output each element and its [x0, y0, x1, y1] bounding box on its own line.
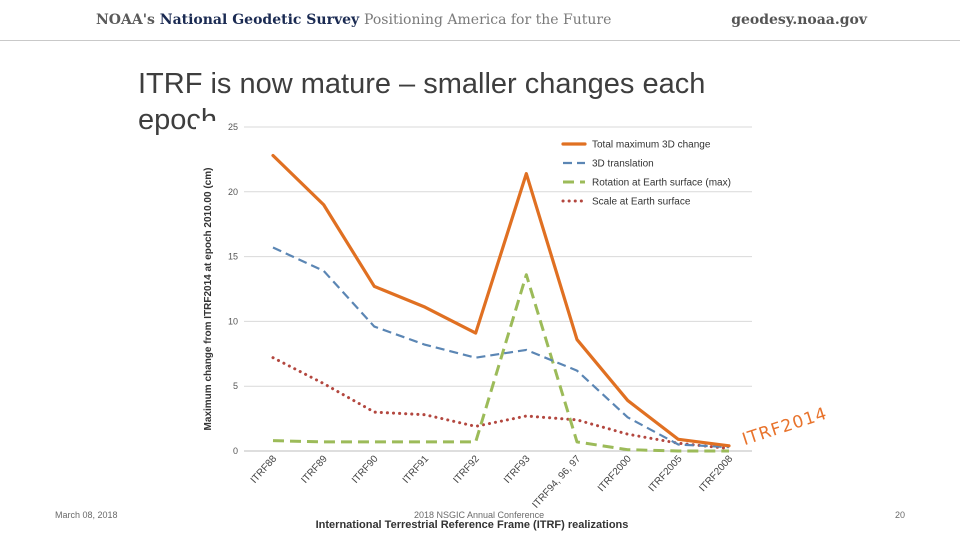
- site-url[interactable]: geodesy.noaa.gov: [731, 12, 867, 28]
- y-tick-label: 0: [233, 446, 238, 456]
- y-axis-label: Maximum change from ITRF2014 at epoch 20…: [203, 168, 214, 431]
- x-tick-label: ITRF88: [249, 453, 280, 485]
- series-total-line: [271, 153, 731, 448]
- brand-tagline: Positioning America for the Future: [364, 12, 612, 28]
- x-tick-label: ITRF2005: [647, 453, 685, 494]
- series-scale-line: [271, 356, 731, 450]
- legend-label: Rotation at Earth surface (max): [592, 178, 731, 189]
- series-rotation-line: [272, 273, 729, 453]
- slide-header: NOAA's National Geodetic Survey Position…: [0, 0, 960, 44]
- brand-noaa: NOAA's: [96, 12, 155, 28]
- series-translation-line: [272, 246, 730, 449]
- page-number: 20: [895, 510, 906, 520]
- x-tick-label: ITRF94, 96, 97: [530, 453, 583, 510]
- x-tick-label: ITRF2000: [596, 453, 634, 494]
- chart-background: [196, 121, 767, 456]
- legend-label: Total maximum 3D change: [592, 140, 711, 151]
- y-tick-label: 15: [228, 252, 238, 262]
- y-tick-label: 25: [228, 122, 238, 132]
- noaa-ngs-brand: NOAA's National Geodetic Survey Position…: [96, 12, 611, 28]
- x-tick-label: ITRF90: [350, 453, 381, 485]
- footer-conference: 2018 NSGIC Annual Conference: [414, 510, 545, 520]
- y-tick-label: 10: [228, 316, 238, 326]
- x-tick-label: ITRF89: [299, 453, 330, 485]
- x-tick-label: ITRF92: [451, 453, 482, 485]
- x-axis-label: International Terrestrial Reference Fram…: [316, 519, 629, 531]
- brand-ngs: National Geodetic Survey: [159, 12, 360, 28]
- y-tick-label: 20: [228, 187, 238, 197]
- x-tick-label: ITRF2008: [697, 453, 735, 494]
- y-tick-label: 5: [233, 381, 238, 391]
- footer-date: March 08, 2018: [55, 510, 118, 520]
- legend-label: Scale at Earth surface: [592, 197, 691, 208]
- x-tick-label: ITRF93: [502, 453, 533, 485]
- x-tick-label: ITRF91: [401, 453, 432, 485]
- header-divider: [0, 40, 960, 41]
- legend-label: 3D translation: [592, 159, 654, 170]
